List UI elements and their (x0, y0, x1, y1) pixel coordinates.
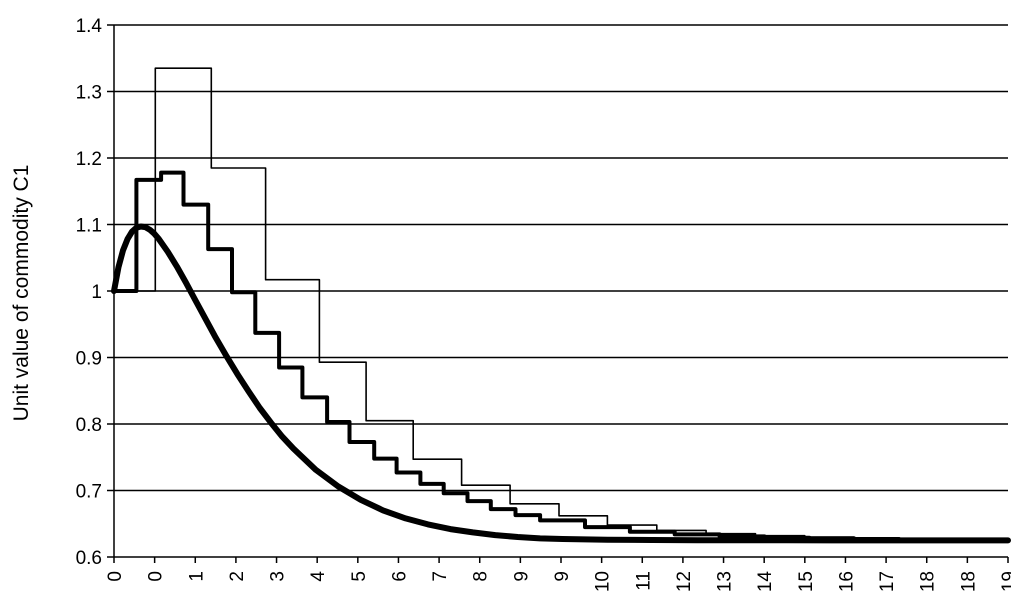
tick-labels: 0.60.70.80.911.11.21.31.40 0 1 2 3 4 5 6 7 8 9 9 10 1… (76, 16, 1011, 592)
series-line-medium (112, 170, 1010, 542)
x-tick-label: 17 (877, 571, 898, 592)
x-tick-label: 2 (227, 571, 248, 582)
y-tick-label: 0.8 (76, 415, 102, 436)
gridlines (114, 24, 1008, 492)
x-tick-label: 15 (796, 571, 817, 592)
y-tick-label: 1.1 (76, 216, 102, 237)
axes (107, 24, 1009, 563)
y-tick-label: 0.9 (76, 349, 102, 370)
x-tick-label: 0 (105, 571, 126, 582)
x-tick-label: 4 (308, 571, 329, 582)
x-tick-label: 18 (918, 571, 939, 592)
x-tick-label: 6 (389, 571, 410, 582)
y-tick-label: 0.7 (76, 482, 102, 503)
y-tick-label: 1.2 (76, 149, 102, 170)
y-axis-title: Unit value of commodity C1 (10, 165, 33, 422)
x-tick-label: 9 (511, 571, 532, 582)
y-tick-label: 1 (91, 282, 102, 303)
x-tick-label: 7 (430, 571, 451, 582)
x-tick-label: 5 (349, 571, 370, 582)
x-tick-label: 8 (471, 571, 492, 582)
series-line-thick (111, 223, 1011, 544)
x-tick-label: 19 (999, 571, 1011, 592)
x-tick-label: 11 (633, 571, 654, 591)
x-tick-label: 10 (593, 571, 614, 592)
x-tick-label: 13 (715, 571, 736, 592)
y-tick-label: 1.4 (76, 16, 103, 37)
x-tick-label: 0 (146, 571, 167, 582)
x-tick-label: 12 (674, 571, 695, 592)
x-tick-label: 1 (186, 571, 207, 582)
x-tick-label: 3 (268, 571, 289, 582)
x-tick-label: 16 (836, 571, 857, 592)
x-tick-label: 9 (552, 571, 573, 582)
series-line-thin (113, 67, 1009, 541)
series-lines (111, 67, 1011, 544)
x-tick-label: 14 (755, 571, 776, 593)
y-tick-label: 0.6 (76, 548, 102, 569)
x-tick-label: 18 (958, 571, 979, 592)
y-tick-label: 1.3 (76, 83, 102, 104)
